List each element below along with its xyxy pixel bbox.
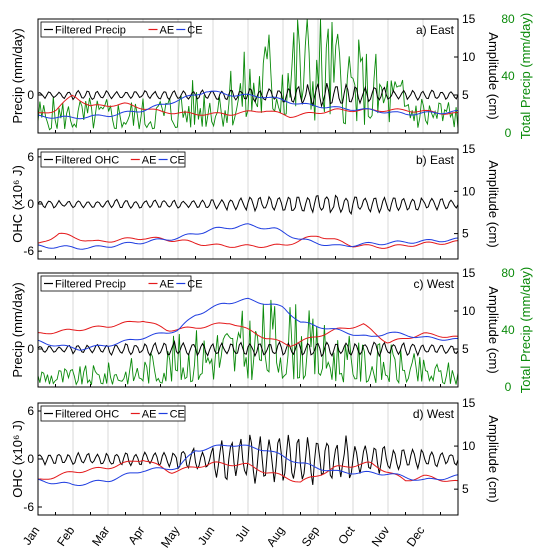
legend-entry: Filtered Precip	[55, 25, 126, 37]
series-line-ce	[37, 90, 459, 120]
left-tick-label: 6	[27, 404, 34, 418]
right-tick-label: 5	[462, 227, 469, 241]
month-label-dec: Dec	[404, 524, 428, 550]
panel-1: 0 5 10 15 0 40 80 Precip (mm/day) Amplitude (cm)…	[10, 12, 533, 140]
month-label-jul: Jul	[232, 524, 252, 545]
series-line-ce	[37, 297, 458, 351]
month-label-oct: Oct	[335, 523, 358, 547]
legend-box	[40, 405, 186, 422]
left-tick-label: 0	[27, 452, 34, 466]
ylabel-right: Amplitude (cm)	[486, 160, 501, 247]
panel-label: c) West	[414, 277, 455, 291]
ylabel-left: Precip (mm/day)	[10, 28, 25, 123]
panel-label: b) East	[416, 153, 455, 167]
legend-box	[40, 21, 192, 38]
right-tick-label: 15	[462, 396, 476, 410]
right-tick-label: 15	[462, 12, 476, 26]
legend-box	[40, 151, 186, 168]
ylabel-left: OHC (x10⁶ J)	[10, 420, 25, 498]
right2-tick-label: 80	[501, 12, 515, 26]
right-tick-label: 10	[462, 304, 476, 318]
series-line-ae	[37, 459, 459, 483]
panel-4: 6 0 -6 5 10 15 OHC (x10⁶ J) Amplitude (cm) d) We…	[10, 396, 501, 516]
series-line-filtered-ohc	[37, 434, 459, 485]
legend-entry: Filtered OHC	[55, 409, 119, 421]
left-tick-label: 0	[27, 342, 34, 356]
ylabel-left: Precip (mm/day)	[10, 282, 25, 377]
right2-tick-label: 40	[501, 323, 515, 337]
left-tick-label: -6	[23, 244, 34, 258]
series-line-ae	[37, 320, 459, 348]
month-label-may: May	[158, 524, 182, 550]
plot-frame	[37, 272, 459, 388]
series-line-ce	[37, 444, 459, 487]
legend-entry: CE	[187, 25, 202, 37]
series-line-ce	[37, 223, 459, 250]
series-line-ae	[37, 232, 459, 249]
series-line-total-precip	[37, 18, 459, 131]
month-label-apr: Apr	[125, 524, 147, 547]
series-line-ae	[37, 94, 458, 119]
legend-entry: AE	[160, 279, 175, 291]
panel-label: d) West	[413, 407, 455, 421]
left-tick-label: 0	[27, 88, 34, 102]
left-tick-label: 0	[27, 197, 34, 211]
left-tick-label: 6	[27, 150, 34, 164]
month-label-nov: Nov	[369, 524, 393, 550]
series-line-total-precip	[37, 299, 459, 386]
legend-entry: CE	[187, 279, 202, 291]
legend-entry: AE	[160, 25, 175, 37]
plot-frame	[37, 18, 459, 134]
ylabel-right: Amplitude (cm)	[486, 415, 501, 502]
right-tick-label: 5	[462, 88, 469, 102]
left-tick-label: -6	[23, 500, 34, 514]
legend-entry: Filtered Precip	[55, 279, 126, 291]
legend-entry: CE	[170, 409, 185, 421]
ylabel-right: Amplitude (cm)	[486, 286, 501, 373]
month-label-mar: Mar	[89, 524, 112, 549]
month-label-jan: Jan	[20, 524, 43, 548]
right-tick-label: 5	[462, 482, 469, 496]
legend-entry: AE	[142, 155, 157, 167]
legend-box	[40, 275, 192, 292]
right-tick-label: 10	[462, 50, 476, 64]
ylabel-left: OHC (x10⁶ J)	[10, 165, 25, 243]
legend-entry: AE	[142, 409, 157, 421]
right-tick-label: 15	[462, 266, 476, 280]
right-tick-label: 10	[462, 184, 476, 198]
series-line-filtered-ohc	[37, 194, 459, 216]
right2-tick-label: 40	[501, 69, 515, 83]
panel-2: 6 0 -6 5 10 15 OHC (x10⁶ J) Amplitude (cm) b) Ea…	[10, 142, 501, 260]
month-label-sep: Sep	[299, 523, 323, 549]
right-tick-label: 5	[462, 342, 469, 356]
right2-tick-label: 0	[505, 126, 512, 140]
legend-entry: Filtered OHC	[55, 155, 119, 167]
month-label-aug: Aug	[264, 524, 288, 550]
month-label-jun: Jun	[195, 524, 218, 548]
legend-entry: CE	[170, 155, 185, 167]
right-tick-label: 10	[462, 439, 476, 453]
right-tick-label: 15	[462, 142, 476, 156]
ylabel-right: Amplitude (cm)	[486, 32, 501, 119]
panel-label: a) East	[416, 23, 455, 37]
right2-tick-label: 0	[505, 380, 512, 394]
ylabel-right2: Total Precip (mm/day)	[518, 267, 533, 393]
panel-3: 0 5 10 15 0 40 80 Precip (mm/day) Amplitude (cm)…	[10, 266, 533, 394]
ylabel-right2: Total Precip (mm/day)	[518, 13, 533, 139]
right2-tick-label: 80	[501, 266, 515, 280]
month-label-feb: Feb	[54, 523, 78, 548]
